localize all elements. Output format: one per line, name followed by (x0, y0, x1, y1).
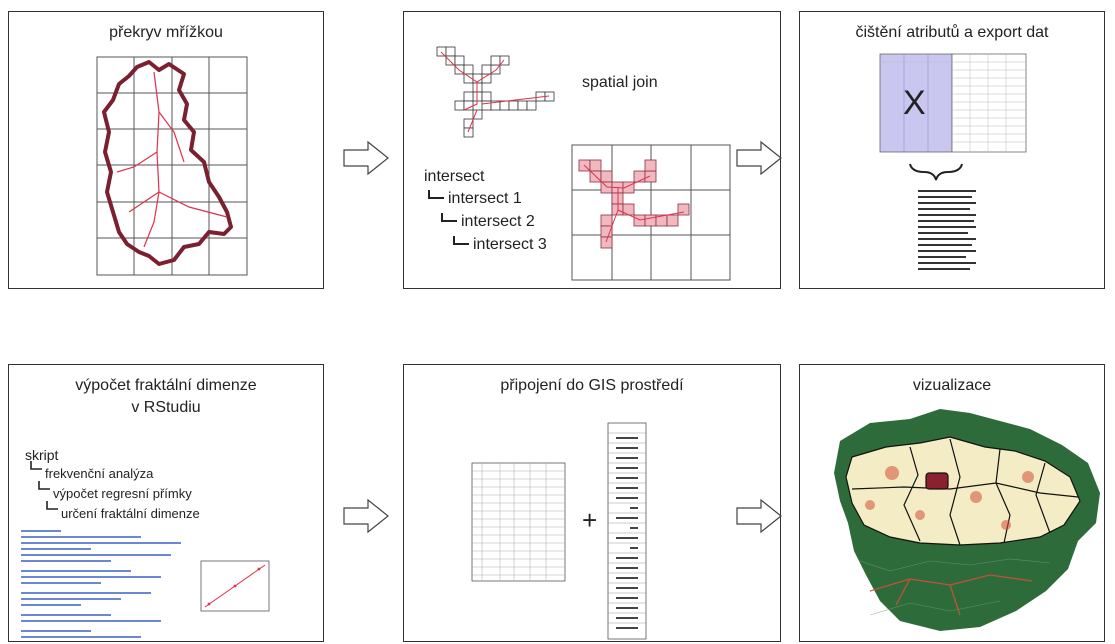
panel-title: překryv mřížkou (109, 24, 223, 41)
hollow-right-arrow-icon (736, 498, 782, 534)
intersect-label: intersect (424, 168, 485, 185)
script-label: skript (25, 447, 59, 463)
panel-spatial-join: spatial join (403, 11, 781, 289)
spatial-join-label: spatial join (582, 74, 658, 91)
fractal-dimension-label: určení fraktální dimenze (61, 506, 200, 521)
panel-gis-join: připojení do GIS prostředí (403, 364, 781, 642)
intersect-1-label: intersect 1 (448, 190, 522, 207)
script-tree-connectors (21, 461, 270, 638)
panel-title: vizualizace (912, 377, 992, 394)
intersect-2-label: intersect 2 (461, 213, 535, 230)
intersect-3-label: intersect 3 (473, 236, 547, 253)
hollow-right-arrow-icon (736, 140, 782, 176)
panel-grid-overlay: překryv mřížkou (8, 11, 324, 289)
panel-title: čištění atributů a export dat (855, 24, 1049, 41)
attribute-table-figure (471, 422, 647, 640)
czech-map-figure (834, 409, 1100, 631)
panel-title-line1: výpočet fraktální dimenze (75, 377, 257, 394)
attribute-table-figure (879, 53, 1027, 270)
panel-title-line2: v RStudiu (131, 399, 201, 416)
region-outline (102, 60, 233, 266)
grid-overlay-figure (96, 56, 248, 276)
panel-fractal-dimension: výpočet fraktální dimenze v RStudiu skri… (8, 364, 324, 642)
panel-attribute-cleaning: čištění atributů a export dat X (799, 11, 1105, 289)
regression-line-label: výpočet regresní přímky (53, 486, 192, 501)
join-cells-top (428, 46, 731, 281)
curly-brace-icon (909, 163, 963, 181)
panel-visualization: vizualizace (799, 364, 1105, 642)
delete-mark: X (903, 84, 926, 122)
hollow-right-arrow-icon (343, 498, 389, 534)
frequency-analysis-label: frekvenční analýza (45, 466, 154, 481)
hollow-right-arrow-icon (343, 140, 389, 176)
plus-sign: + (582, 505, 598, 535)
panel-title: připojení do GIS prostředí (500, 377, 684, 394)
